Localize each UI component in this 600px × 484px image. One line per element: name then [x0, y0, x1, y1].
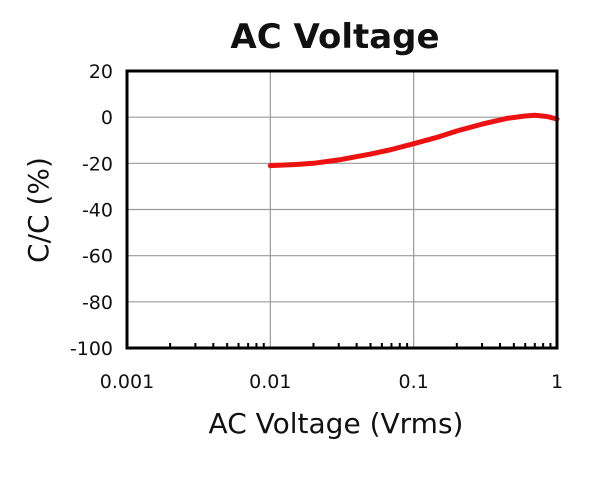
- grid: [127, 71, 557, 348]
- y-tick-label: 20: [89, 61, 113, 83]
- series-line: [267, 112, 560, 169]
- x-tick-label: 0.1: [399, 371, 429, 393]
- x-tick-label: 0.01: [249, 371, 291, 393]
- y-tick-label: -20: [82, 153, 113, 175]
- x-tick-label: 0.001: [100, 371, 154, 393]
- y-tick-label: -100: [70, 338, 113, 360]
- y-tick-label: 0: [101, 107, 113, 129]
- x-axis-label: AC Voltage (Vrms): [209, 407, 464, 440]
- y-tick-labels: 20 0 -20 -40 -60 -80 -100: [70, 61, 113, 360]
- x-tick-labels: 0.001 0.01 0.1 1: [100, 371, 563, 393]
- y-tick-label: -60: [82, 246, 113, 268]
- plot-frame: [125, 69, 559, 350]
- x-tick-label: 1: [551, 371, 563, 393]
- series-layer: [267, 112, 560, 169]
- y-axis-label: C/C (%): [22, 157, 55, 263]
- y-tick-label: -80: [82, 292, 113, 314]
- y-tick-label: -40: [82, 200, 113, 222]
- chart-title: AC Voltage: [230, 17, 439, 57]
